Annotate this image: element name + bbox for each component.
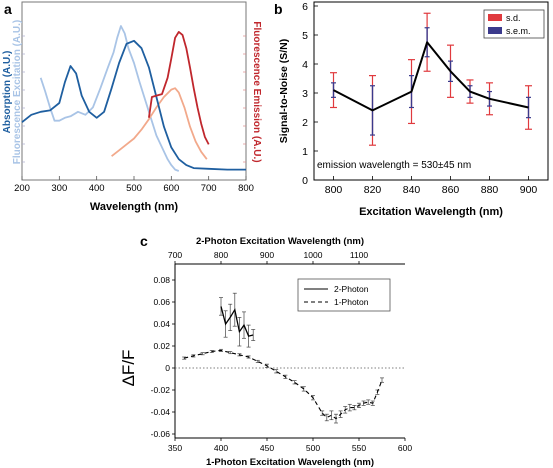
panel-b-legend-sd-swatch <box>488 14 502 21</box>
panel-c-1photon-line <box>184 349 383 420</box>
panel-a-y-label-emission: Fluorescence Emission (A.U.) <box>251 21 262 162</box>
panel-a-x-tick-label: 300 <box>51 183 67 194</box>
panel-c-top-tick-label: 700 <box>168 250 182 260</box>
panel-b-x-tick-label: 840 <box>403 184 421 196</box>
panel-b-y-tick-label: 3 <box>302 88 308 100</box>
panel-b-x-tick-label: 900 <box>520 184 538 196</box>
panel-c-top-tick-label: 800 <box>214 250 228 260</box>
panel-a-x-ticks: 200 300 400 500 600 700 800 <box>14 35 254 194</box>
panel-b-legend-sem: s.e.m. <box>506 26 531 36</box>
panel-c-top-tick-label: 900 <box>260 250 274 260</box>
panel-c-x-tick-label: 400 <box>214 443 228 453</box>
panel-c: c 2-Photon Excitation Wavelength (nm) 35… <box>119 233 412 468</box>
panel-b-y-tick-label: 1 <box>302 146 308 158</box>
panel-c-2photon-line <box>220 306 254 337</box>
panel-a-emission-curve <box>148 31 210 145</box>
panel-a: a 200 300 400 500 600 700 800 Wavelength (nm) … <box>2 1 262 213</box>
panel-c-ticks: 350 400 450 500 550 600 700 800 900 1000 1100 0.08 0… <box>151 250 413 453</box>
panel-b: b 800 820 840 860 880 900 0 1 2 3 4 5 6 Excitation W… <box>274 1 549 218</box>
panel-a-y-label-absorption: Absorption (A.U.) <box>2 51 13 134</box>
panel-c-x-tick-label: 550 <box>352 443 366 453</box>
panel-c-x-tick-label: 500 <box>306 443 320 453</box>
panel-b-y-tick-label: 0 <box>302 175 308 187</box>
panel-c-top-axis-label: 2-Photon Excitation Wavelength (nm) <box>196 236 364 247</box>
panel-a-label: a <box>4 1 12 17</box>
panel-b-y-tick-label: 4 <box>302 59 308 71</box>
panel-c-x-tick-label: 350 <box>168 443 182 453</box>
panel-c-y-tick-label: -0.04 <box>151 407 171 417</box>
panel-a-x-tick-label: 200 <box>14 183 30 194</box>
panel-c-y-tick-label: -0.06 <box>151 429 171 439</box>
panel-a-x-tick-label: 400 <box>89 183 105 194</box>
panel-a-emission_light-curve <box>111 87 208 160</box>
panel-c-legend-box <box>297 278 391 312</box>
panel-c-y-tick-label: 0.02 <box>153 341 170 351</box>
panel-b-label: b <box>274 1 283 17</box>
panel-c-y-tick-label: 0.08 <box>153 275 170 285</box>
panel-b-ticks: 800 820 840 860 880 900 0 1 2 3 4 5 6 <box>302 1 537 196</box>
panel-b-x-tick-label: 880 <box>481 184 499 196</box>
panel-c-x-tick-label: 600 <box>398 443 412 453</box>
panel-c-plot <box>175 292 405 424</box>
panel-a-x-tick-label: 800 <box>238 183 254 194</box>
panel-b-annotation: emission wavelength = 530±45 nm <box>317 160 471 171</box>
panel-b-y-tick-label: 6 <box>302 1 308 13</box>
panel-a-curves <box>21 25 246 172</box>
panel-c-y-tick-label: -0.02 <box>151 385 171 395</box>
panel-a-excitation-curve <box>39 25 180 172</box>
panel-b-y-tick-label: 5 <box>302 30 308 42</box>
panel-b-legend-sd: s.d. <box>506 13 521 23</box>
panel-c-legend-1photon: 1-Photon <box>334 297 369 307</box>
panel-b-x-axis-label: Excitation Wavelength (nm) <box>359 206 503 218</box>
panel-b-x-tick-label: 800 <box>325 184 343 196</box>
panel-c-x-axis-label: 1-Photon Excitation Wavelength (nm) <box>206 457 374 468</box>
panel-a-y-label-excitation: Fluorescence Excitation (A.U.) <box>12 20 23 164</box>
panel-a-absorption-curve <box>21 39 246 171</box>
panel-b-y-tick-label: 2 <box>302 117 308 129</box>
panel-a-x-tick-label: 700 <box>201 183 217 194</box>
panel-c-y-tick-label: 0.04 <box>153 319 170 329</box>
panel-c-label: c <box>140 233 148 249</box>
panel-a-frame <box>21 1 247 181</box>
panel-b-y-axis-label: Signal-to-Noise (S/N) <box>278 39 290 143</box>
panel-c-top-tick-label: 1000 <box>304 250 323 260</box>
panel-a-x-axis-label: Wavelength (nm) <box>90 201 179 213</box>
panel-c-y-tick-label: 0 <box>165 363 170 373</box>
panel-c-y-axis-label: ΔF/F <box>119 350 138 387</box>
panel-c-legend: 2-Photon 1-Photon <box>297 278 391 312</box>
panel-c-y-tick-label: 0.06 <box>153 297 170 307</box>
panel-b-legend: s.d. s.e.m. <box>483 9 545 39</box>
panel-b-x-tick-label: 820 <box>364 184 382 196</box>
panel-b-frame <box>313 1 549 181</box>
panel-b-x-tick-label: 860 <box>442 184 460 196</box>
panel-c-top-tick-label: 1100 <box>350 250 369 260</box>
panel-b-legend-sem-swatch <box>488 27 502 34</box>
panel-c-x-tick-label: 450 <box>260 443 274 453</box>
panel-a-x-tick-label: 600 <box>163 183 179 194</box>
panel-c-legend-2photon: 2-Photon <box>334 284 369 294</box>
panel-b-snr-line <box>333 41 529 112</box>
panel-a-x-tick-label: 500 <box>126 183 142 194</box>
panel-b-plot <box>330 12 532 146</box>
